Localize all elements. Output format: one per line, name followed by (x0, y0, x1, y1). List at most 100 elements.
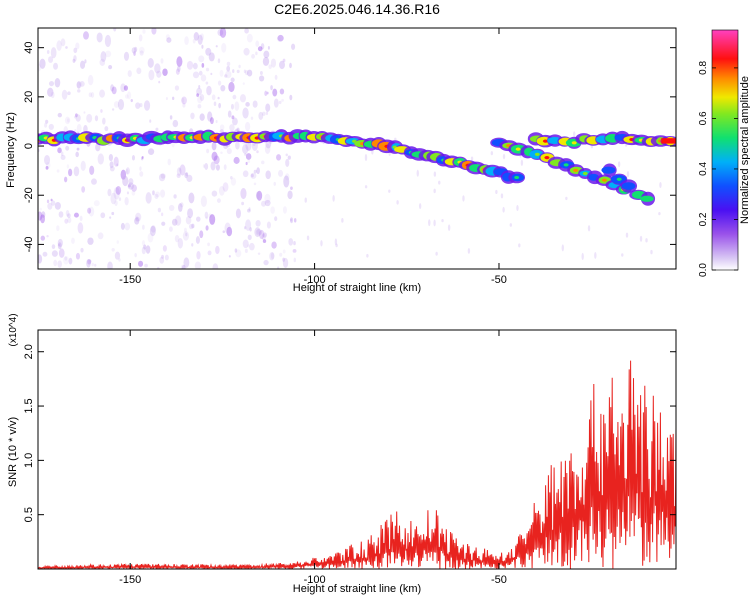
spectrogram-noise-blob (108, 64, 113, 70)
spectrogram-noise-blob (263, 259, 269, 266)
spectrogram-noise-blob (196, 87, 203, 96)
spectrogram-noise-blob (76, 147, 80, 151)
spectrogram-noise-blob (117, 98, 125, 111)
spectrogram-noise-blob (201, 63, 205, 68)
spectrogram-noise-blob (265, 103, 271, 112)
spectrogram-noise-blob (76, 81, 83, 88)
spectrogram-noise-blob (77, 222, 84, 234)
spectrogram-noise-blob (246, 33, 253, 43)
spectrogram-noise-blob (44, 154, 51, 165)
spectrogram-noise-blob (207, 242, 210, 247)
spectrogram-noise-blob (416, 169, 419, 177)
spectrogram-noise-blob (205, 225, 209, 231)
spectrogram-noise-blob (220, 84, 226, 92)
spectrogram-noise-blob (40, 214, 45, 224)
spectrogram-noise-blob (334, 238, 338, 246)
spectrogram-noise-blob (147, 232, 154, 243)
spectrogram-noise-blob (87, 207, 92, 214)
spectrogram-noise-blob (89, 165, 95, 176)
spectrogram-noise-blob (433, 188, 436, 194)
spectrogram-noise-blob (581, 252, 584, 260)
spectrogram-noise-blob (250, 172, 257, 179)
spectrogram-noise-blob (185, 172, 189, 177)
spectrogram-noise-blob (215, 164, 220, 171)
spectrogram-noise-blob (172, 96, 175, 101)
spectrogram-noise-blob (171, 218, 178, 226)
spectrogram-noise-blob (256, 190, 263, 201)
spectrogram-noise-blob (76, 81, 81, 89)
spectrogram-noise-blob (289, 94, 293, 101)
x-tick-label: -100 (304, 274, 326, 286)
spectrogram-noise-blob (88, 206, 95, 217)
spectrogram-noise-blob (272, 88, 278, 97)
spectrogram-noise-blob (433, 219, 436, 227)
spectrogram-noise-blob (261, 111, 266, 116)
spectrogram-noise-blob (147, 58, 154, 68)
spectrogram-noise-blob (243, 69, 246, 74)
spectrogram-noise-blob (230, 103, 234, 110)
spectrogram-noise-blob (277, 266, 280, 269)
spectrogram-noise-blob (39, 58, 46, 69)
spectrogram-noise-blob (306, 235, 310, 241)
spectrogram-noise-blob (192, 38, 196, 44)
spectrogram-noise-blob (100, 212, 106, 219)
spectrogram-noise-blob (84, 59, 87, 64)
spectrogram-noise-blob (151, 28, 157, 35)
spectrogram-noise-blob (236, 127, 240, 133)
spectrogram-noise-blob (256, 150, 259, 154)
spectrogram-noise-blob (126, 191, 130, 195)
y-tick-label: 40 (23, 42, 35, 54)
spectrogram-noise-blob (157, 207, 162, 213)
spectrogram-noise-blob (256, 229, 260, 235)
spectrogram-noise-blob (56, 169, 60, 173)
spectrogram-noise-blob (462, 195, 465, 202)
spectrogram-noise-blob (169, 226, 173, 232)
spectrogram-noise-blob (520, 159, 524, 166)
snr-y-multiplier: (x10^4) (8, 313, 19, 346)
spectrogram-noise-blob (118, 258, 121, 262)
spectrogram-noise-blob (197, 95, 203, 104)
spectrogram-noise-blob (194, 261, 202, 269)
spectrogram-noise-blob (211, 151, 218, 161)
spectrogram-noise-blob (51, 244, 56, 250)
spectrogram-noise-blob (270, 206, 275, 214)
spectrogram-noise-blob (47, 87, 54, 97)
spectrogram-noise-blob (124, 94, 129, 99)
spectrogram-noise-blob (218, 186, 225, 196)
spectrogram-noise-blob (56, 225, 60, 232)
snr-y-axis-label: SNR (10 * v/v) (7, 417, 19, 487)
spectrogram-noise-blob (211, 94, 216, 101)
spectrogram-noise-blob (111, 247, 115, 252)
spectrogram-noise-blob (201, 44, 204, 49)
spectrogram-noise-blob (154, 193, 159, 199)
spectrogram-noise-blob (252, 143, 256, 147)
spectrogram-noise-blob (100, 109, 103, 113)
spectrogram-ridge-peak (616, 177, 622, 181)
spectrogram-noise-blob (100, 51, 107, 62)
spectrogram-noise-blob (196, 93, 199, 97)
x-tick-label: -50 (491, 574, 507, 586)
spectrogram-noise-blob (188, 223, 194, 230)
spectrogram-noise-blob (573, 131, 576, 137)
spectrogram-noise-blob (177, 237, 184, 249)
spectrogram-noise-blob (235, 141, 240, 150)
spectrogram-noise-blob (176, 56, 183, 67)
spectrogram-noise-blob (41, 211, 46, 218)
spectrogram-noise-blob (149, 119, 152, 123)
spectrogram-noise-blob (245, 102, 250, 107)
spectrogram-noise-blob (266, 221, 271, 229)
x-tick-label: -50 (491, 274, 507, 286)
spectrogram-noise-blob (224, 74, 228, 78)
spectrogram-noise-blob (47, 202, 53, 210)
colorbar-tick-label: 0.2 (698, 212, 709, 226)
spectrogram-noise-blob (222, 182, 229, 192)
spectrogram-noise-blob (48, 56, 54, 63)
spectrogram-noise-blob (38, 211, 43, 221)
spectrogram-noise-blob (88, 92, 92, 98)
spectrogram-noise-blob (186, 174, 193, 183)
colorbar-tick-label: 0.6 (698, 111, 709, 125)
spectrogram-noise-blob (79, 215, 83, 221)
spectrogram-noise-blob (233, 156, 240, 164)
spectrogram-noise-blob (226, 61, 231, 67)
spectrogram-noise-blob (192, 71, 200, 79)
